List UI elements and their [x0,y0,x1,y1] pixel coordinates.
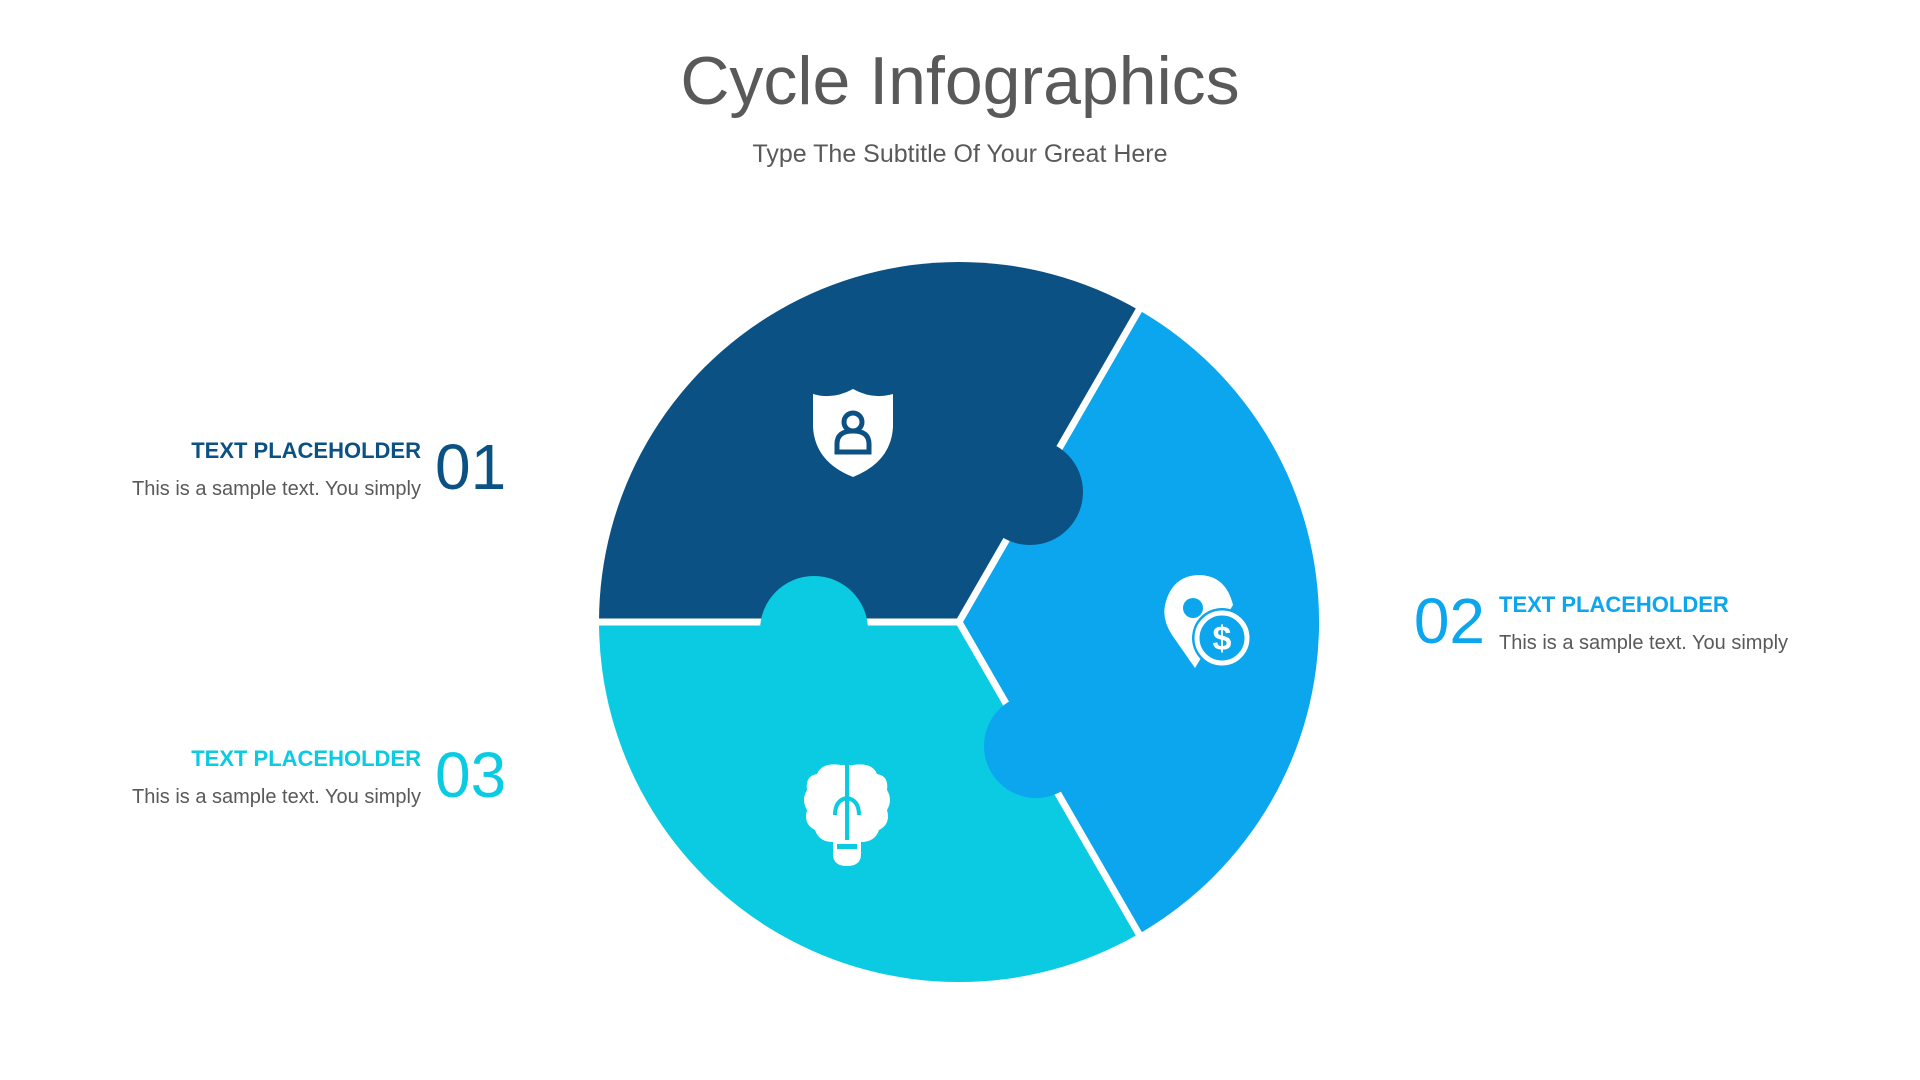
knob-03 [760,576,868,684]
item-03: TEXT PLACEHOLDER This is a sample text. … [131,739,506,811]
item-number: 03 [435,739,507,811]
brain-bulb-icon [804,764,890,866]
item-body: This is a sample text. You simply [1499,632,1789,654]
item-body: This is a sample text. You simply [131,786,421,808]
location-dollar-icon: $ [1164,575,1252,668]
item-heading: TEXT PLACEHOLDER [1499,592,1729,617]
knob-01 [977,439,1083,545]
item-body: This is a sample text. You simply [131,478,421,500]
item-number: 02 [1413,585,1485,657]
page-subtitle: Type The Subtitle Of Your Great Here [752,140,1168,168]
item-heading: TEXT PLACEHOLDER [191,746,421,771]
item-01: TEXT PLACEHOLDER This is a sample text. … [131,431,506,503]
item-02: TEXT PLACEHOLDER This is a sample text. … [1414,585,1789,657]
shield-user-icon [813,389,893,477]
knob-02 [984,694,1088,798]
item-heading: TEXT PLACEHOLDER [191,438,421,463]
page-title: Cycle Infographics [680,43,1240,119]
item-number: 01 [435,431,507,503]
svg-text:$: $ [1213,620,1232,658]
